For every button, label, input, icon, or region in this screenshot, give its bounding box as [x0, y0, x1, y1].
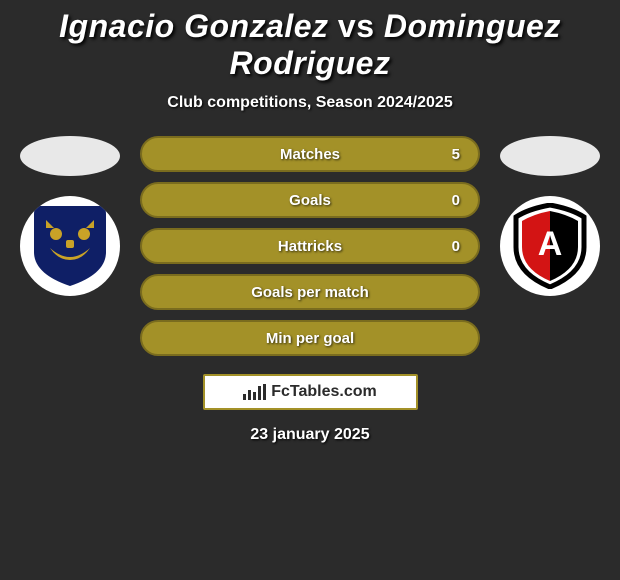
stat-list: Matches 5 Goals 0 Hattricks 0 Goals per match M…: [140, 136, 480, 356]
svg-text:A: A: [538, 225, 563, 263]
player2-avatar-placeholder: [500, 136, 600, 176]
vs-text: vs: [338, 8, 375, 44]
atlas-fc-logo-icon: A: [512, 203, 588, 289]
stat-row: Min per goal: [140, 320, 480, 356]
subtitle: Club competitions, Season 2024/2025: [0, 94, 620, 112]
player1-club-logo: [20, 196, 120, 296]
page-title: Ignacio Gonzalez vs Dominguez Rodriguez: [0, 8, 620, 82]
right-side: A: [500, 136, 600, 296]
stat-label: Goals: [289, 192, 331, 209]
stat-value-right: 0: [452, 192, 460, 209]
pumas-unam-logo-icon: [30, 204, 110, 288]
chart-icon: [243, 384, 266, 400]
player1-name: Ignacio Gonzalez: [59, 8, 328, 44]
left-side: [20, 136, 120, 296]
stat-row: Hattricks 0: [140, 228, 480, 264]
content-row: Matches 5 Goals 0 Hattricks 0 Goals per match M…: [0, 136, 620, 356]
stat-row: Goals 0: [140, 182, 480, 218]
stat-value-right: 5: [452, 146, 460, 163]
stat-label: Min per goal: [266, 330, 354, 347]
stat-label: Hattricks: [278, 238, 342, 255]
comparison-card: Ignacio Gonzalez vs Dominguez Rodriguez …: [0, 0, 620, 444]
date: 23 january 2025: [0, 426, 620, 444]
player1-avatar-placeholder: [20, 136, 120, 176]
site-name: FcTables.com: [271, 383, 377, 401]
stat-row: Matches 5: [140, 136, 480, 172]
stat-value-right: 0: [452, 238, 460, 255]
stat-label: Goals per match: [251, 284, 369, 301]
site-attribution: FcTables.com: [203, 374, 418, 410]
stat-row: Goals per match: [140, 274, 480, 310]
player2-club-logo: A: [500, 196, 600, 296]
stat-label: Matches: [280, 146, 340, 163]
